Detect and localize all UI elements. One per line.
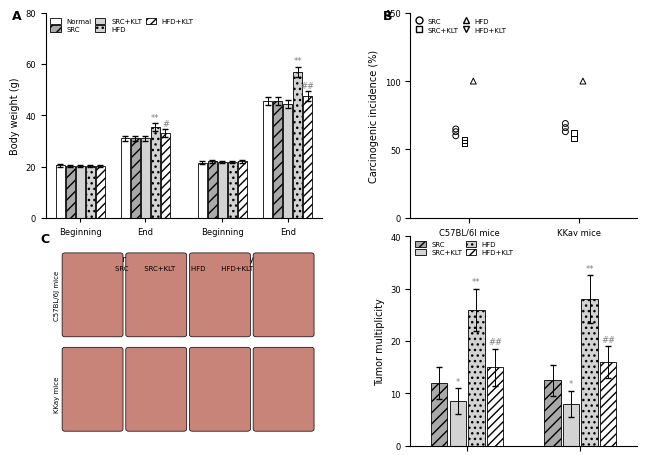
Text: A: A [12, 10, 22, 23]
Y-axis label: Tumor multiplicity: Tumor multiplicity [374, 298, 385, 385]
Point [578, 78, 588, 86]
FancyBboxPatch shape [62, 253, 123, 337]
FancyBboxPatch shape [189, 253, 250, 337]
Bar [263, 102, 272, 218]
Bar [75, 167, 84, 218]
FancyBboxPatch shape [253, 348, 314, 431]
Legend: SRC, SRC+KLT, HFD, HFD+KLT: SRC, SRC+KLT, HFD, HFD+KLT [414, 17, 508, 35]
Bar [121, 139, 130, 218]
Bar [468, 310, 484, 446]
Legend: SRC, SRC+KLT, HFD, HFD+KLT: SRC, SRC+KLT, HFD, HFD+KLT [414, 240, 515, 257]
Bar [431, 383, 447, 446]
Bar [141, 139, 150, 218]
Text: **: ** [472, 278, 480, 286]
Bar [273, 102, 282, 218]
Bar [487, 368, 503, 446]
Point [468, 78, 478, 86]
Point [450, 129, 461, 136]
Point [450, 133, 461, 140]
Bar [151, 127, 160, 218]
Bar [545, 380, 561, 446]
Bar [303, 97, 313, 218]
Bar [198, 163, 207, 218]
FancyBboxPatch shape [126, 348, 187, 431]
Bar [238, 162, 247, 218]
Bar [450, 401, 466, 446]
Bar [600, 362, 616, 446]
Text: **: ** [294, 57, 302, 66]
Text: #: # [162, 120, 169, 129]
Bar [131, 139, 140, 218]
Point [460, 140, 470, 147]
Point [560, 129, 571, 136]
Bar [293, 72, 302, 218]
Bar [86, 167, 95, 218]
Text: B: B [384, 10, 393, 23]
Point [560, 125, 571, 132]
Bar [283, 105, 292, 218]
Point [560, 121, 571, 128]
Point [460, 137, 470, 144]
Bar [208, 162, 217, 218]
Text: ##: ## [488, 338, 502, 347]
Text: **: ** [586, 264, 594, 273]
Bar [161, 134, 170, 218]
Text: SRC       SRC+KLT       HFD       HFD+KLT: SRC SRC+KLT HFD HFD+KLT [115, 265, 253, 271]
Bar [66, 167, 75, 218]
Bar [227, 162, 237, 218]
Bar [55, 166, 65, 218]
Bar [218, 162, 227, 218]
FancyBboxPatch shape [253, 253, 314, 337]
Text: *: * [569, 379, 573, 388]
Text: *: * [456, 377, 460, 386]
Y-axis label: Carcinogenic incidence (%): Carcinogenic incidence (%) [369, 50, 380, 182]
Legend: Normal, SRC, SRC+KLT, HFD, HFD+KLT: Normal, SRC, SRC+KLT, HFD, HFD+KLT [49, 17, 195, 34]
FancyBboxPatch shape [126, 253, 187, 337]
Text: C57BL/6J mice: C57BL/6J mice [54, 270, 60, 320]
Text: C57BL/6J mice: C57BL/6J mice [83, 254, 143, 263]
Point [569, 130, 579, 137]
Text: KKay mice: KKay mice [54, 375, 60, 412]
Text: **: ** [151, 113, 160, 122]
Point [569, 136, 579, 143]
Text: KKay mice: KKay mice [233, 254, 277, 263]
Point [450, 126, 461, 133]
FancyBboxPatch shape [62, 348, 123, 431]
Y-axis label: Body weight (g): Body weight (g) [10, 77, 20, 155]
Bar [563, 404, 579, 446]
Text: C: C [40, 233, 49, 245]
Text: ##: ## [601, 335, 615, 344]
Text: ##: ## [301, 81, 315, 91]
Bar [96, 167, 105, 218]
FancyBboxPatch shape [189, 348, 250, 431]
Bar [582, 299, 598, 446]
